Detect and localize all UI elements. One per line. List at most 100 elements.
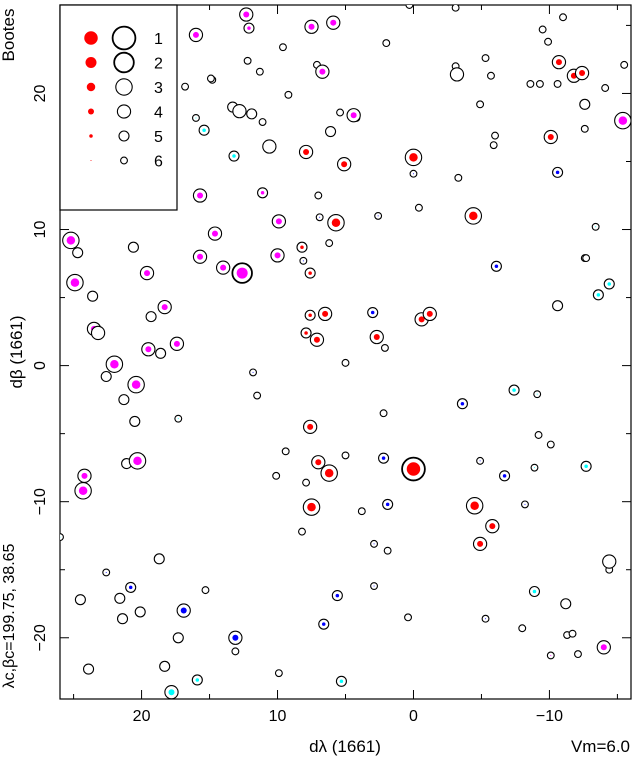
star xyxy=(192,249,208,264)
star xyxy=(404,613,412,622)
star-fill xyxy=(105,571,107,573)
star xyxy=(451,5,460,12)
star-ring xyxy=(201,586,210,595)
star-fill xyxy=(373,585,375,587)
star-fill xyxy=(128,585,133,590)
star xyxy=(546,651,555,660)
star xyxy=(66,273,84,292)
star xyxy=(206,74,215,83)
star-fill xyxy=(243,11,250,18)
star xyxy=(201,586,210,595)
star xyxy=(602,554,617,569)
star xyxy=(518,624,527,633)
star-fill xyxy=(307,423,314,430)
legend-label: 3 xyxy=(154,80,163,97)
legend-entry: 1 xyxy=(84,25,163,51)
star xyxy=(157,299,172,315)
star-fill xyxy=(470,501,479,511)
star xyxy=(239,7,254,22)
star xyxy=(253,391,262,400)
star-ring xyxy=(258,118,267,126)
star-ring xyxy=(83,663,95,675)
star-ring xyxy=(454,173,463,182)
star xyxy=(614,111,631,130)
star-ring xyxy=(559,13,567,22)
star xyxy=(72,247,84,259)
star xyxy=(499,470,511,482)
star-ring xyxy=(489,141,498,150)
star-ring xyxy=(526,79,535,88)
star xyxy=(620,60,629,69)
star xyxy=(318,618,330,630)
star-fill xyxy=(584,464,588,469)
star-ring xyxy=(253,391,262,400)
star-fill xyxy=(168,689,175,696)
star-fill xyxy=(426,310,433,317)
star-fill xyxy=(304,331,308,335)
star xyxy=(526,79,535,88)
legend-ring-marker xyxy=(118,130,130,142)
star-ring xyxy=(100,370,112,383)
star-fill xyxy=(133,456,142,466)
corner-label: Vm=6.0 xyxy=(571,737,630,756)
star xyxy=(320,464,338,482)
star xyxy=(367,306,379,319)
star xyxy=(454,173,463,182)
star xyxy=(551,55,567,70)
chart-title: Bootes xyxy=(0,9,18,62)
star-fill xyxy=(406,462,421,476)
legend-entry: 5 xyxy=(89,129,163,146)
star-fill xyxy=(315,459,322,466)
star-fill xyxy=(341,161,348,168)
star xyxy=(231,647,240,656)
star xyxy=(302,478,311,487)
star xyxy=(255,67,264,76)
star-ring xyxy=(129,415,141,427)
star-fill xyxy=(412,173,414,175)
star xyxy=(582,254,591,263)
star xyxy=(299,256,308,265)
star-fill xyxy=(373,334,380,341)
star-fill xyxy=(339,679,344,684)
star xyxy=(456,398,468,410)
star xyxy=(370,582,378,591)
star-fill xyxy=(260,191,265,195)
star xyxy=(404,148,423,167)
star-ring xyxy=(74,594,86,606)
star-fill xyxy=(177,418,179,420)
star xyxy=(325,239,334,248)
star-ring xyxy=(380,343,389,352)
star xyxy=(228,150,240,162)
star xyxy=(401,456,426,482)
star-ring xyxy=(546,440,555,449)
star-fill xyxy=(192,31,199,38)
legend-filled-marker xyxy=(85,57,97,68)
star-ring xyxy=(379,409,388,418)
star xyxy=(489,141,498,150)
star xyxy=(128,452,147,470)
star xyxy=(102,568,111,577)
star xyxy=(243,56,252,65)
star xyxy=(153,553,165,565)
star xyxy=(298,144,314,160)
star-ring xyxy=(487,71,495,80)
star xyxy=(336,108,345,117)
star xyxy=(257,187,269,199)
star xyxy=(487,71,495,80)
star-fill xyxy=(377,215,379,217)
star-fill xyxy=(618,116,628,125)
star xyxy=(274,669,283,678)
star xyxy=(198,124,210,136)
star xyxy=(380,343,389,352)
star-ring xyxy=(574,650,582,659)
star-ring xyxy=(560,598,572,610)
star-fill xyxy=(145,346,152,353)
star xyxy=(139,265,155,281)
star xyxy=(215,260,231,275)
star xyxy=(296,241,308,253)
legend-ring-marker xyxy=(115,78,133,96)
star-fill xyxy=(195,117,197,119)
x-tick-label: 0 xyxy=(409,708,418,725)
star-ring xyxy=(405,5,414,9)
star-fill xyxy=(110,359,119,369)
